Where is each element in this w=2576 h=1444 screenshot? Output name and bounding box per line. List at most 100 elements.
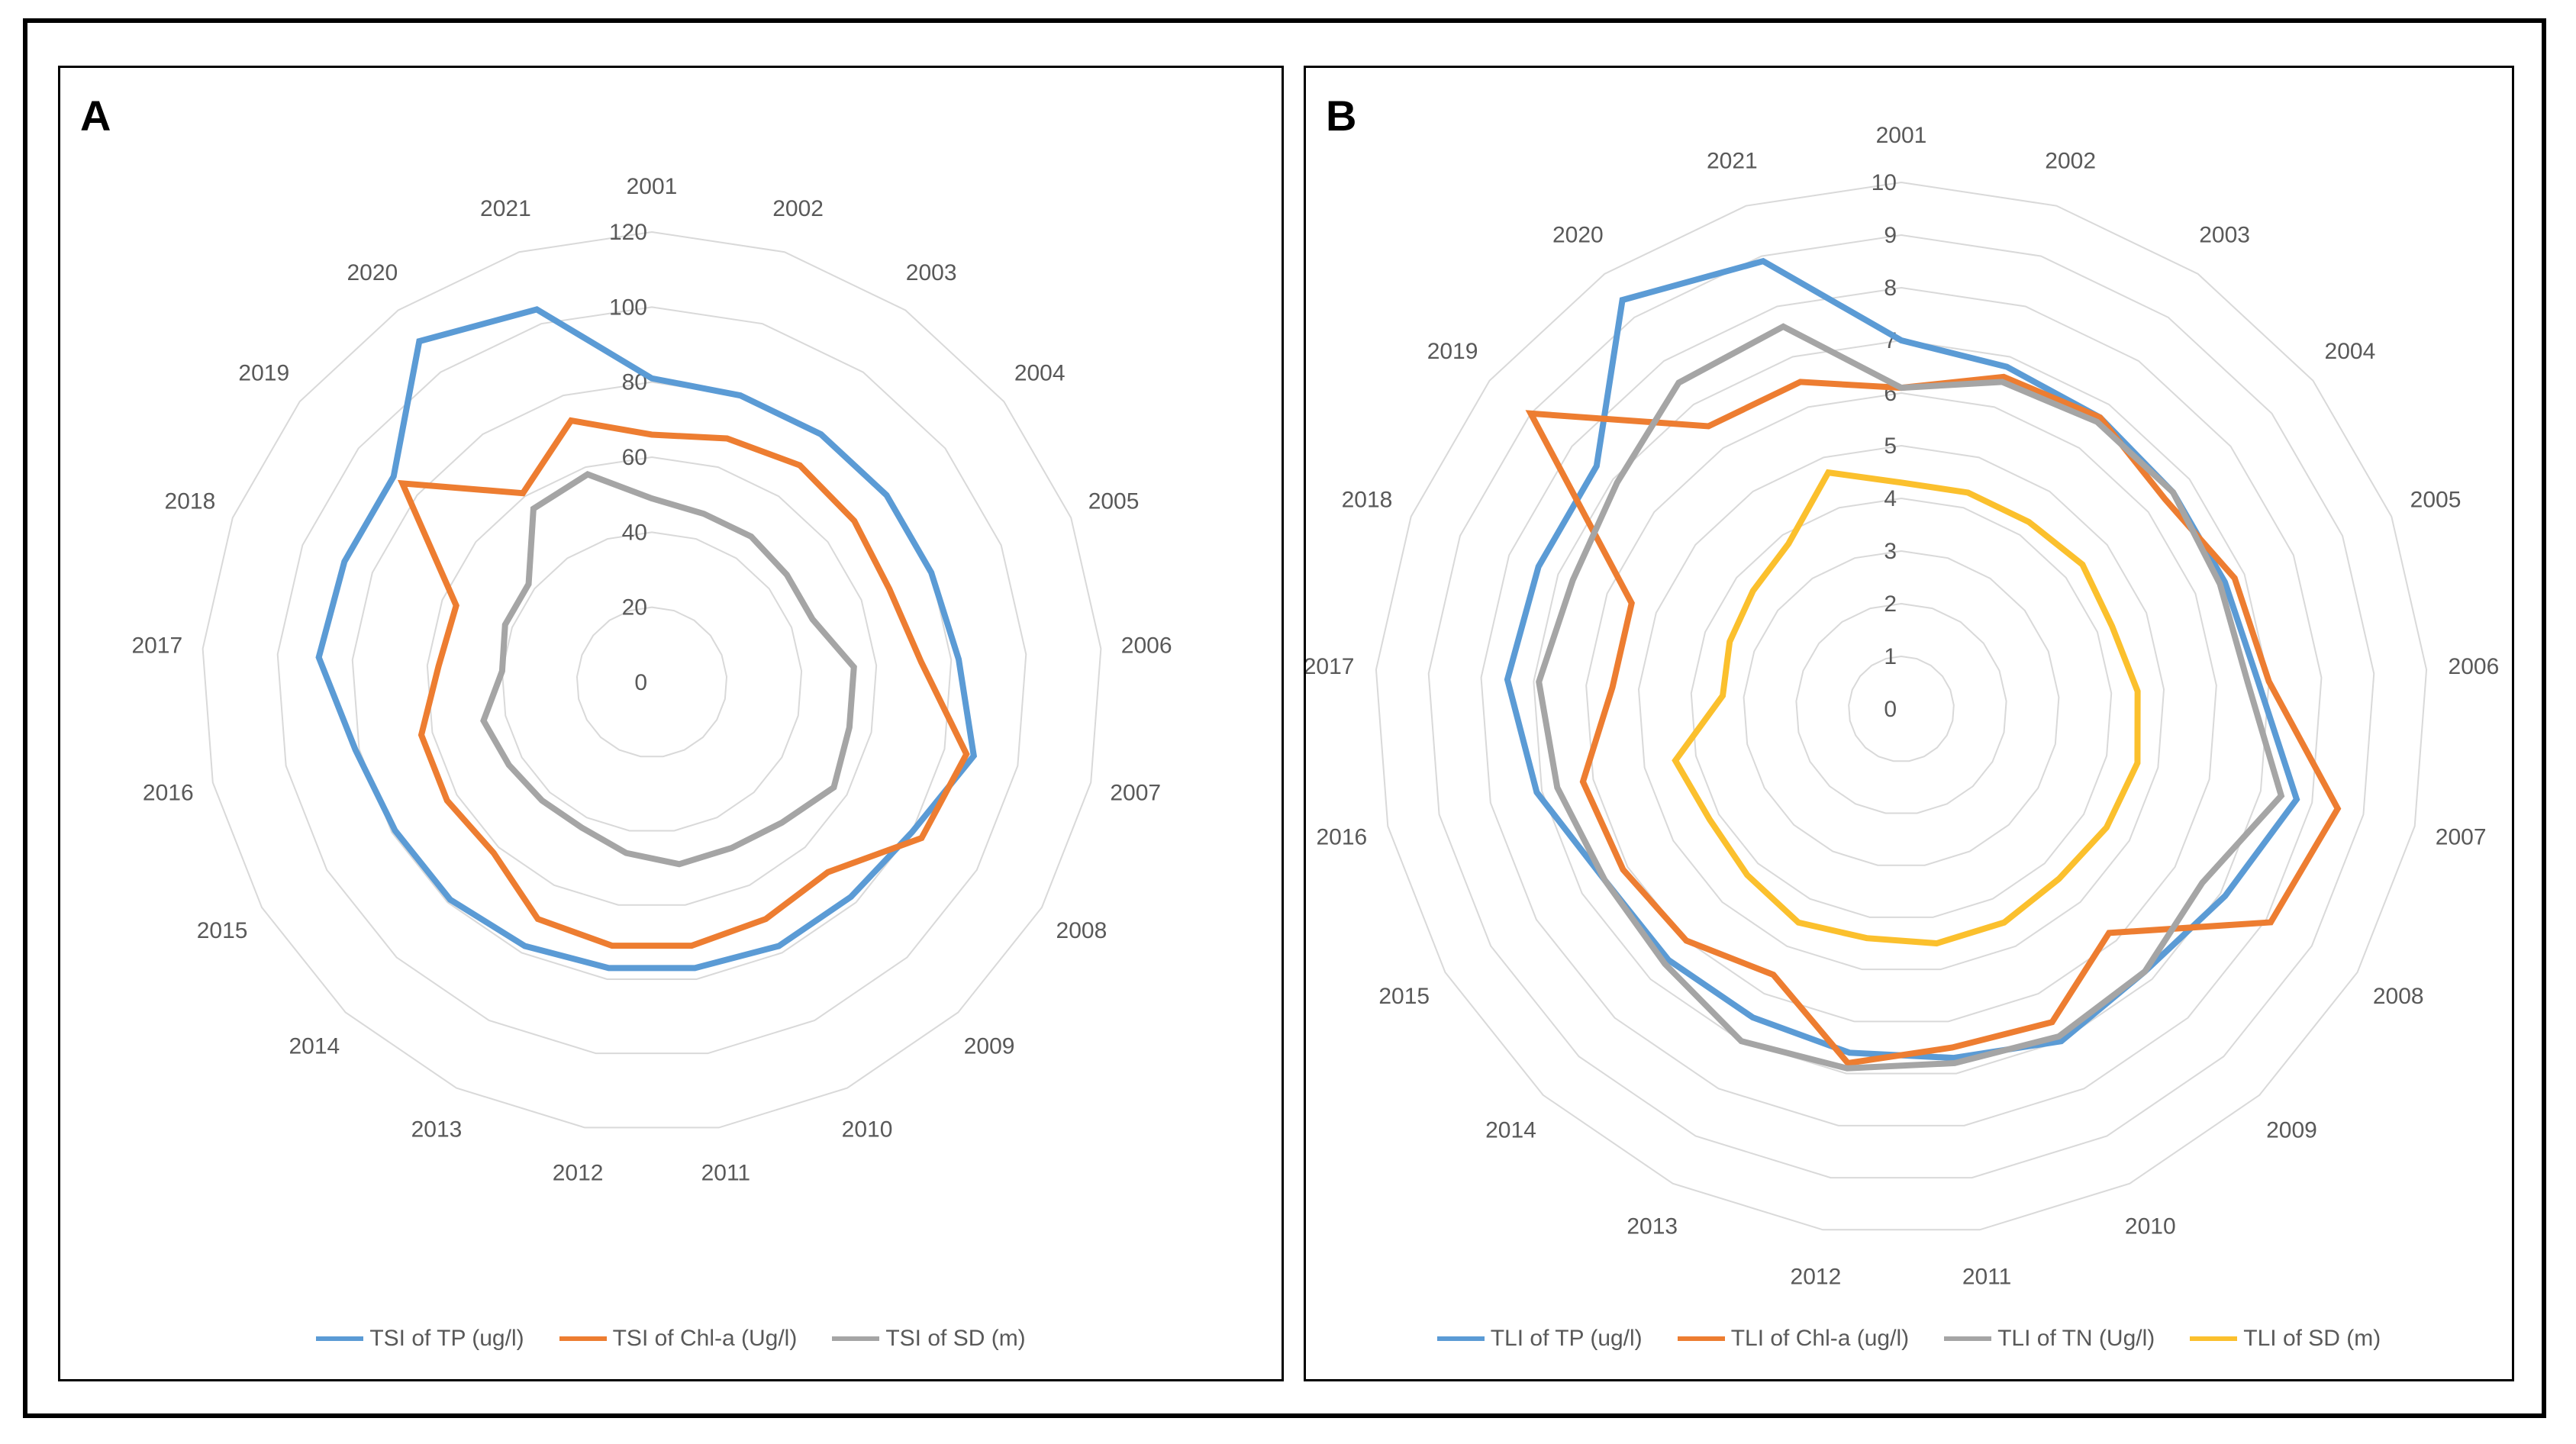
grid-ring	[1795, 602, 2007, 814]
grid-ring	[1480, 286, 2323, 1127]
tick-label: 120	[609, 220, 647, 245]
grid-ring	[1375, 181, 2428, 1231]
legend-label: TSI of SD (m)	[885, 1326, 1026, 1351]
grid-ring	[501, 531, 803, 832]
grid-ring	[1637, 444, 2165, 971]
category-label: 2012	[1791, 1265, 1842, 1290]
radar-grid	[202, 230, 1102, 1129]
category-label: 2004	[1014, 361, 1066, 386]
legend-label: TLI of SD (m)	[2243, 1326, 2381, 1351]
category-label: 2008	[1056, 918, 1107, 943]
category-label: 2019	[1427, 339, 1478, 364]
tick-label: 3	[1884, 539, 1897, 564]
tick-label: 0	[634, 670, 647, 695]
legend-label: TLI of TN (Ug/l)	[1997, 1326, 2155, 1351]
category-label: 2007	[2436, 824, 2487, 849]
category-label: 2015	[1378, 984, 1430, 1009]
series-line-3	[1536, 323, 2285, 1072]
legend-swatch	[1436, 1336, 1485, 1341]
legend-label: TLI of Chl-a (ug/l)	[1730, 1326, 1910, 1351]
category-label: 2006	[2449, 654, 2500, 679]
category-label: 2011	[1962, 1265, 2012, 1290]
legend-item: TSI of TP (ug/l)	[316, 1326, 524, 1352]
tick-label: 10	[1872, 170, 1897, 195]
tick-label: 40	[622, 520, 647, 545]
legend-swatch	[832, 1336, 880, 1341]
panel-a-label: A	[80, 92, 111, 140]
category-label: 2006	[1121, 633, 1172, 658]
category-label: 2016	[1316, 824, 1367, 849]
series-line-1	[315, 306, 978, 972]
grid-ring	[1743, 550, 2060, 866]
grid-ring	[426, 456, 878, 906]
legend-item: TLI of Chl-a (ug/l)	[1677, 1326, 1910, 1352]
category-label: 2011	[701, 1161, 751, 1186]
category-label: 2018	[1342, 487, 1393, 512]
grid-ring	[575, 606, 728, 758]
category-label: 2014	[1485, 1117, 1536, 1143]
category-label: 2004	[2325, 339, 2376, 364]
radar-chart-b: 0123456789102001200220032004200520062007…	[1306, 123, 2500, 1290]
grid-ring	[1848, 655, 1955, 762]
category-label: 2020	[347, 260, 398, 285]
category-label: 2003	[906, 260, 957, 285]
legend-label: TSI of TP (ug/l)	[369, 1326, 524, 1351]
category-label: 2001	[1876, 123, 1927, 148]
category-label: 2002	[772, 196, 824, 221]
tick-label: 4	[1884, 486, 1897, 511]
category-label: 2015	[197, 918, 248, 943]
category-label: 2020	[1552, 223, 1604, 248]
legend-item: TLI of TN (Ug/l)	[1944, 1326, 2155, 1352]
category-label: 2007	[1110, 781, 1161, 806]
category-label: 2009	[964, 1033, 1015, 1059]
legend-b: TLI of TP (ug/l) TLI of Chl-a (ug/l) TLI…	[1306, 1326, 2512, 1352]
category-label: 2009	[2266, 1117, 2317, 1143]
radar-grid	[1375, 181, 2428, 1231]
tick-label: 9	[1884, 223, 1897, 248]
legend-a: TSI of TP (ug/l) TSI of Chl-a (Ug/l) TSI…	[60, 1326, 1282, 1352]
category-label: 2021	[1707, 148, 1758, 173]
category-label: 2005	[1088, 489, 1140, 514]
category-label: 2017	[131, 633, 182, 658]
tick-label: 20	[622, 595, 647, 620]
tick-label: 1	[1884, 644, 1897, 669]
category-label: 2018	[165, 489, 216, 514]
category-label: 2002	[2045, 148, 2096, 173]
legend-swatch	[559, 1336, 607, 1341]
panel-b-label: B	[1326, 92, 1357, 140]
legend-item: TLI of TP (ug/l)	[1436, 1326, 1643, 1352]
category-label: 2008	[2373, 984, 2424, 1009]
category-label: 2010	[2125, 1214, 2176, 1239]
legend-swatch	[2190, 1336, 2238, 1341]
category-label: 2014	[289, 1033, 340, 1059]
category-label: 2003	[2199, 223, 2250, 248]
category-label: 2017	[1306, 654, 1354, 679]
panel-b: B 0 1 2 3 4 5 6 7 8 9 10 2001 2002 2003 2004 2005 2006 20…	[1304, 66, 2514, 1381]
legend-item: TSI of SD (m)	[832, 1326, 1026, 1352]
figure-frame	[23, 18, 2546, 1418]
category-label: 2012	[553, 1161, 604, 1186]
legend-swatch	[1944, 1336, 1992, 1341]
grid-ring	[1585, 392, 2217, 1023]
grid-ring	[1427, 234, 2375, 1179]
radar-chart-a: 0204060801001202001200220032004200520062…	[131, 174, 1172, 1186]
tick-label: 0	[1884, 697, 1897, 722]
panel-a: A 0 20 40 60 80 100 120 2001 2002 2003 2004 2005 200…	[58, 66, 1284, 1381]
legend-label: TLI of TP (ug/l)	[1490, 1326, 1643, 1351]
legend-item: TSI of Chl-a (Ug/l)	[559, 1326, 798, 1352]
tick-label: 60	[622, 445, 647, 470]
series-line-2	[397, 417, 970, 949]
tick-label: 8	[1884, 276, 1897, 301]
category-label: 2019	[238, 361, 289, 386]
category-label: 2005	[2410, 487, 2462, 512]
category-label: 2016	[143, 781, 194, 806]
category-label: 2013	[1627, 1214, 1678, 1239]
category-label: 2013	[411, 1117, 463, 1143]
legend-swatch	[316, 1336, 364, 1341]
legend-item: TLI of SD (m)	[2190, 1326, 2381, 1352]
tick-label: 100	[609, 295, 647, 320]
grid-ring	[1690, 497, 2113, 918]
grid-ring	[276, 306, 1027, 1055]
series-line-3	[480, 471, 857, 868]
legend-label: TSI of Chl-a (Ug/l)	[612, 1326, 798, 1351]
